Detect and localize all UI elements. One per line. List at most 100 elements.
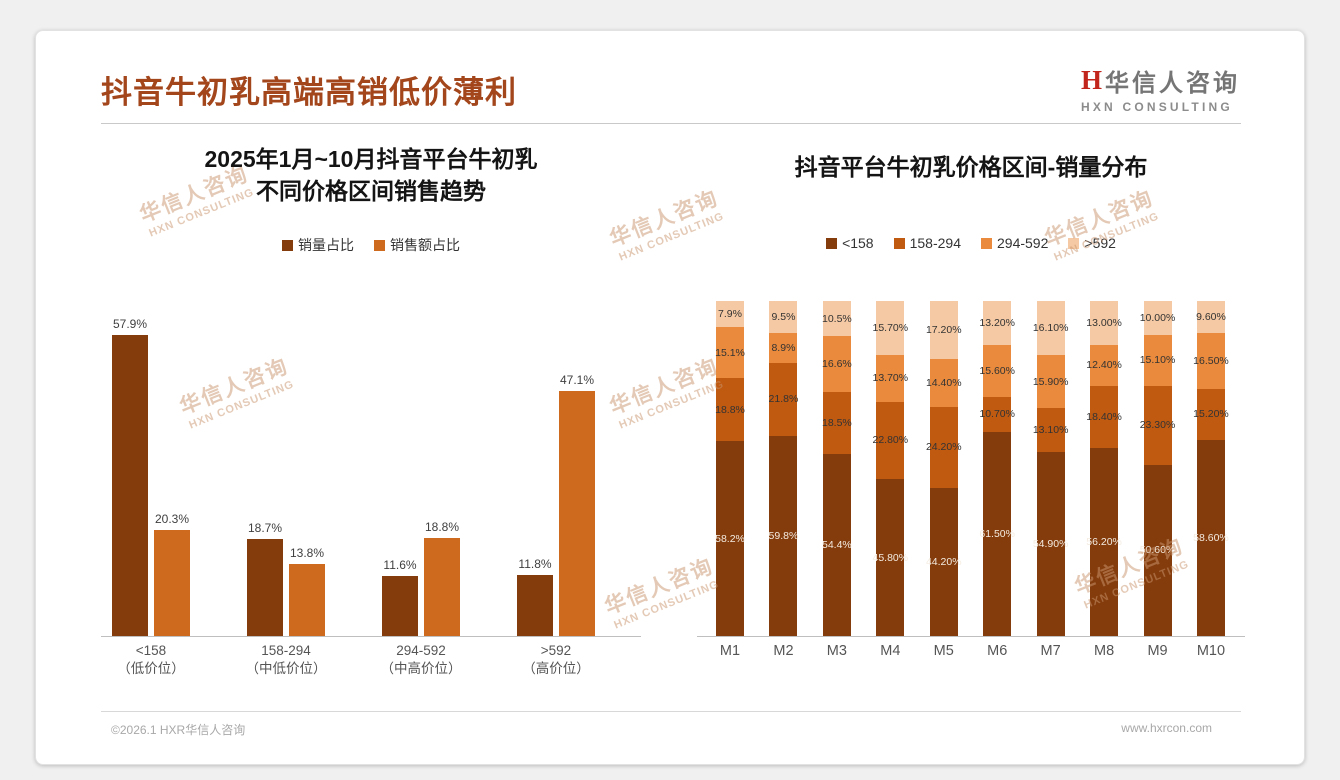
x-axis-label: M10	[1196, 643, 1226, 659]
bar-value-label: 18.8%	[424, 520, 460, 534]
legend-label: 销量占比	[298, 237, 354, 253]
stack-segment	[716, 301, 744, 328]
footer-website: www.hxrcon.com	[1121, 721, 1212, 735]
slide: 抖音牛初乳高端高销低价薄利 H 华信人咨询 HXN CONSULTING 202…	[35, 30, 1305, 765]
stack-segment	[1090, 344, 1119, 387]
legend-label: 销售额占比	[390, 237, 460, 253]
legend-label: 294-592	[997, 235, 1049, 251]
stack-segment	[929, 301, 958, 359]
left-chart-axis-line	[101, 636, 641, 637]
segment-value-label: 17.20%	[925, 323, 962, 336]
segment-value-label: 56.20%	[1086, 535, 1122, 548]
x-axis-label: M6	[987, 643, 1008, 659]
left-chart-plot: 57.9% 18.7% 11.6% 11.8% 20.3% 13.8% 18.8% 47.1%	[101, 306, 641, 636]
x-axis-label: M8	[1094, 643, 1115, 659]
segment-value-label: 23.30%	[1139, 419, 1176, 432]
legend-swatch-icon	[893, 237, 905, 249]
logo-text-en: HXN CONSULTING	[1080, 100, 1233, 114]
bar-销量占比	[112, 335, 148, 636]
segment-value-label: 58.60%	[1193, 531, 1229, 544]
page-title: 抖音牛初乳高端高销低价薄利	[101, 75, 517, 110]
bar-销售额占比	[559, 391, 595, 636]
stack-segment	[1143, 334, 1172, 386]
bar-销量占比	[517, 575, 553, 636]
stack-segment	[876, 301, 905, 355]
stack-segment	[716, 378, 744, 442]
x-axis-label: M7	[1040, 643, 1061, 659]
segment-value-label: 14.40%	[925, 376, 962, 389]
legend-item: 158-294	[893, 235, 961, 251]
bar-销售额占比	[154, 530, 190, 636]
segment-value-label: 13.00%	[1086, 316, 1122, 329]
segment-value-label: 54.90%	[1032, 538, 1069, 551]
x-axis-label: 294-592 （中高价位）	[380, 643, 462, 676]
right-chart-axis-line	[697, 636, 1245, 637]
stack-segment	[929, 358, 958, 407]
bar-销量占比	[247, 539, 283, 636]
legend-item: <158	[826, 235, 874, 251]
logo-icon: H	[1080, 65, 1102, 95]
stack-segment	[769, 362, 798, 436]
stack-segment	[716, 327, 744, 379]
right-chart-plot: 58.2% 18.8% 15.1% 7.9% 59.8% 21.8% 8.9% 9.5% 54.…	[701, 301, 1241, 636]
stack-segment	[1143, 464, 1172, 636]
bar-销售额占比	[424, 538, 460, 636]
segment-value-label: 15.70%	[872, 321, 909, 334]
bar-销售额占比	[289, 564, 325, 636]
x-axis-label: >592 （高价位）	[522, 643, 590, 676]
segment-value-label: 44.20%	[925, 555, 962, 568]
segment-value-label: 16.50%	[1193, 354, 1229, 367]
segment-value-label: 15.90%	[1032, 375, 1069, 388]
segment-value-label: 45.80%	[872, 551, 909, 564]
bar-value-label: 13.8%	[289, 546, 325, 560]
stack-segment	[1196, 439, 1225, 636]
segment-value-label: 15.60%	[979, 364, 1015, 377]
bar-销量占比	[382, 576, 418, 636]
legend-swatch-icon	[826, 237, 838, 249]
segment-value-label: 21.8%	[768, 393, 799, 406]
x-axis-label: 158-294 （中低价位）	[245, 643, 327, 676]
segment-value-label: 10.70%	[979, 408, 1015, 421]
stack-segment	[1196, 388, 1225, 440]
stack-segment	[716, 441, 744, 636]
legend-item: 销售额占比	[374, 235, 460, 255]
stack-segment	[983, 301, 1012, 345]
stack-segment	[983, 432, 1012, 636]
segment-value-label: 18.40%	[1086, 410, 1122, 423]
x-axis-label: M3	[826, 643, 847, 659]
stack-segment	[1196, 301, 1225, 334]
logo-top-row: H 华信人咨询	[1081, 63, 1240, 98]
left-chart-title-line2: 不同价格区间销售趋势	[256, 178, 486, 204]
title-divider	[101, 123, 1241, 124]
segment-value-label: 59.8%	[768, 529, 799, 542]
stack-segment	[822, 301, 851, 337]
stack-segment	[769, 435, 798, 636]
stack-segment	[822, 336, 851, 392]
stack-segment	[1143, 385, 1172, 465]
bar-value-label: 57.9%	[112, 317, 148, 331]
segment-value-label: 13.70%	[872, 372, 909, 385]
legend-label: 158-294	[909, 235, 961, 251]
left-chart-title-line1: 2025年1月~10月抖音平台牛初乳	[204, 146, 538, 172]
stack-segment	[769, 301, 798, 333]
segment-value-label: 16.10%	[1032, 321, 1069, 334]
segment-value-label: 61.50%	[979, 528, 1015, 541]
segment-value-label: 15.1%	[715, 346, 745, 359]
x-axis-label: M2	[773, 643, 794, 659]
stack-segment	[1090, 386, 1119, 448]
stack-segment	[876, 479, 905, 636]
logo-text-cn: 华信人咨询	[1105, 70, 1240, 97]
stack-segment	[1036, 301, 1065, 355]
segment-value-label: 13.10%	[1032, 424, 1069, 437]
stack-segment	[1036, 354, 1065, 409]
stack-segment	[876, 401, 905, 480]
right-chart-legend: <158 158-294 294-592 >592	[701, 235, 1241, 251]
legend-swatch-icon	[981, 237, 992, 249]
stack-segment	[1143, 301, 1172, 335]
left-chart-legend: 销量占比 销售额占比	[101, 235, 641, 255]
watermark: 华信人咨询 HXN CONSULTING	[1041, 186, 1161, 264]
bar-value-label: 20.3%	[154, 512, 190, 526]
left-chart-title: 2025年1月~10月抖音平台牛初乳 不同价格区间销售趋势	[101, 143, 641, 207]
segment-value-label: 10.00%	[1139, 311, 1176, 324]
x-axis-label: M1	[719, 643, 741, 659]
